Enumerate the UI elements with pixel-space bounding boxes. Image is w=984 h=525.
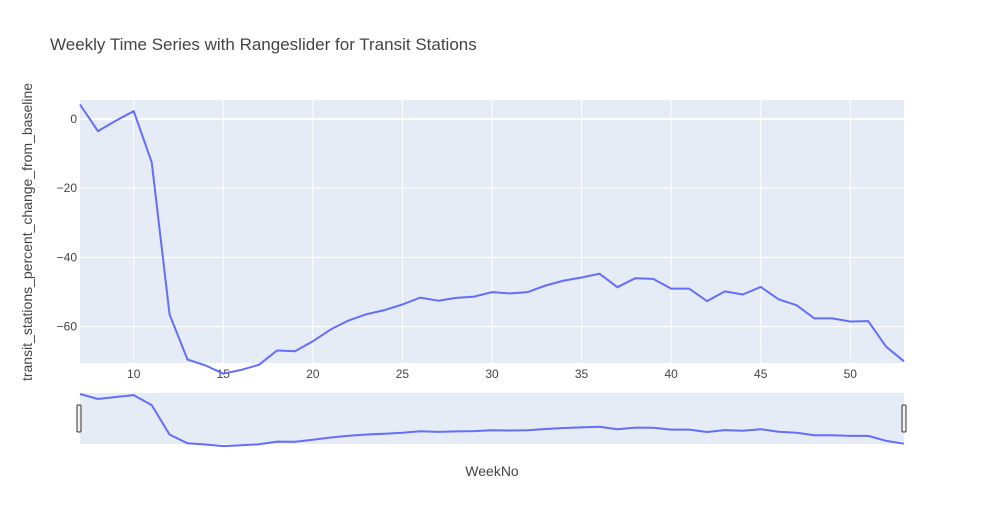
y-tick-labels: 0 −20 −40 −60 xyxy=(57,112,78,334)
x-axis-title: WeekNo xyxy=(465,463,519,479)
x-tick-label: 45 xyxy=(754,367,768,381)
rangeslider-right-handle[interactable] xyxy=(901,404,907,433)
x-tick-label: 25 xyxy=(396,367,410,381)
y-tick-label: −20 xyxy=(57,181,78,195)
rangeslider-series-line xyxy=(79,392,905,448)
y-tick-label: −40 xyxy=(57,250,78,264)
rangeslider-background[interactable] xyxy=(80,393,904,444)
y-tick-label: 0 xyxy=(70,112,77,126)
y-tick-label: −60 xyxy=(57,320,78,334)
series-line xyxy=(79,103,905,375)
grid-lines xyxy=(80,100,904,363)
x-tick-label: 20 xyxy=(306,367,320,381)
y-axis-title: transit_stations_percent_change_from_bas… xyxy=(19,83,35,381)
x-tick-labels: 10 15 20 25 30 35 40 45 50 xyxy=(127,367,857,381)
chart-title: Weekly Time Series with Rangeslider for … xyxy=(50,35,477,54)
rangeslider-series-layer xyxy=(79,392,905,448)
x-tick-label: 30 xyxy=(485,367,499,381)
rangeslider-left-handle[interactable] xyxy=(76,404,82,433)
x-tick-label: 50 xyxy=(844,367,858,381)
x-tick-label: 35 xyxy=(575,367,589,381)
plot-series-layer xyxy=(79,103,905,375)
x-tick-label: 10 xyxy=(127,367,141,381)
x-tick-label: 40 xyxy=(664,367,678,381)
